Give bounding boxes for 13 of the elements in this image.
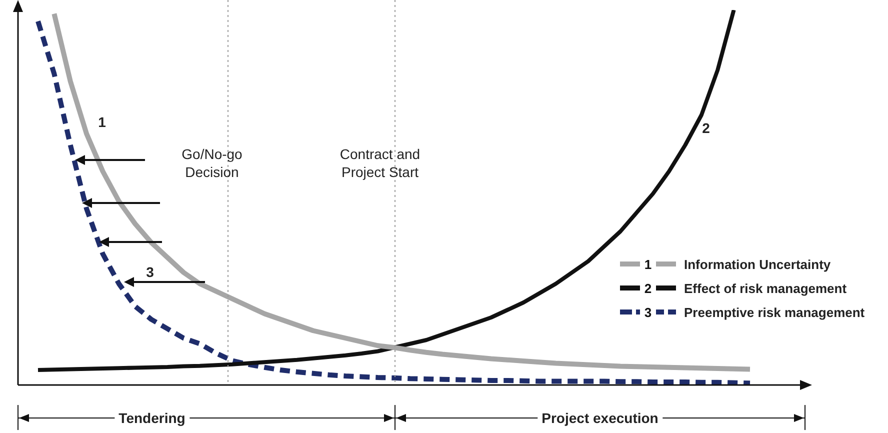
text: Project execution: [538, 410, 662, 426]
text: 1: [98, 114, 106, 130]
annotation: 2: [644, 281, 652, 296]
annotation: Go/No-go Decision: [180, 145, 244, 181]
text: 2: [702, 120, 710, 136]
annotation: 3: [644, 305, 652, 320]
legend-label: Information Uncertainty: [684, 256, 831, 272]
annotation: Contract and Project Start: [338, 145, 422, 181]
legend-label: Preemptive risk management: [684, 304, 865, 320]
legend-label: Effect of risk management: [684, 280, 847, 296]
text: 3: [146, 264, 154, 280]
annotation: 1: [644, 257, 652, 272]
text: Tendering: [114, 410, 190, 426]
